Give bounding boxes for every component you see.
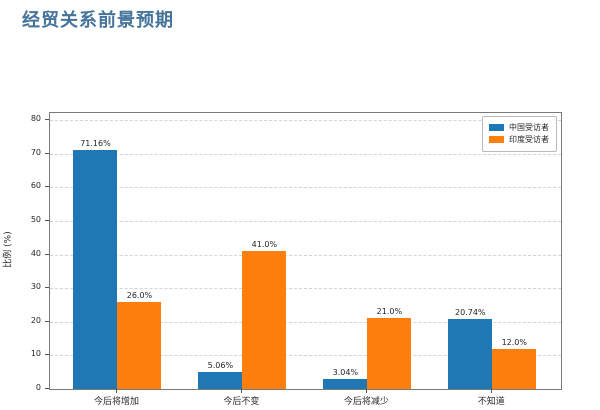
x-tick-mark [491, 389, 493, 393]
legend-swatch [489, 136, 504, 143]
x-tick-label: 今后将减少 [343, 397, 389, 407]
y-tick-mark [45, 354, 49, 356]
bar-value-label: 71.16% [80, 138, 111, 148]
y-tick-label: 50 [30, 214, 41, 224]
legend-item: 印度受访者 [489, 134, 549, 145]
y-tick-mark [45, 253, 49, 255]
y-tick-label: 30 [30, 282, 41, 292]
y-tick-label: 20 [30, 315, 41, 325]
bar-segment [73, 149, 118, 389]
bar-segment [492, 348, 537, 389]
y-tick-label: 10 [30, 349, 41, 359]
y-tick-mark [45, 152, 49, 154]
gridline [50, 153, 561, 155]
gridline [50, 187, 561, 189]
y-tick-mark [45, 186, 49, 188]
y-tick-mark [45, 287, 49, 289]
gridline [50, 321, 561, 323]
bar-value-label: 12.0% [501, 337, 527, 347]
gridline [50, 355, 561, 357]
bar-segment [198, 372, 243, 389]
chart-legend: 中国受访者印度受访者 [482, 116, 557, 152]
y-tick-label: 0 [35, 383, 41, 392]
legend-item: 中国受访者 [489, 122, 549, 133]
bar-segment [117, 301, 162, 389]
y-tick-label: 70 [30, 147, 41, 157]
x-tick-label: 今后不变 [223, 397, 260, 407]
bar-value-label: 20.74% [455, 308, 486, 318]
y-tick-mark [45, 219, 49, 221]
legend-swatch [489, 124, 504, 131]
gridline [50, 288, 561, 290]
bar-segment [242, 251, 287, 389]
x-tick-mark [241, 389, 243, 393]
page-title: 经贸关系前景预期 [22, 10, 174, 31]
bar-segment [448, 319, 493, 389]
y-tick-label: 60 [30, 181, 41, 191]
plot-area: 中国受访者印度受访者 71.16% 26.0% 5.06% 41.0% 3.04% 21.… [49, 112, 562, 390]
y-tick-mark [45, 119, 49, 120]
gridline [50, 220, 561, 222]
bar-value-label: 21.0% [376, 307, 403, 317]
bar-value-label: 5.06% [207, 360, 234, 370]
legend-label: 中国受访者 [509, 123, 549, 132]
x-tick-label: 今后将增加 [93, 397, 139, 407]
y-tick-label: 40 [30, 248, 41, 258]
y-tick-mark [45, 388, 49, 389]
gridline [50, 120, 561, 121]
bar-value-label: 3.04% [332, 367, 359, 377]
legend-label: 印度受访者 [509, 135, 549, 144]
gridline [50, 254, 561, 256]
x-tick-label: 不知道 [477, 397, 505, 407]
bar-segment [367, 318, 412, 389]
y-tick-label: 80 [30, 114, 41, 123]
bar-value-label: 26.0% [126, 290, 153, 300]
y-tick-mark [45, 320, 49, 322]
bar-segment [323, 378, 368, 389]
bar-value-label: 41.0% [251, 240, 278, 250]
x-tick-mark [116, 389, 118, 393]
x-tick-mark [366, 389, 368, 393]
